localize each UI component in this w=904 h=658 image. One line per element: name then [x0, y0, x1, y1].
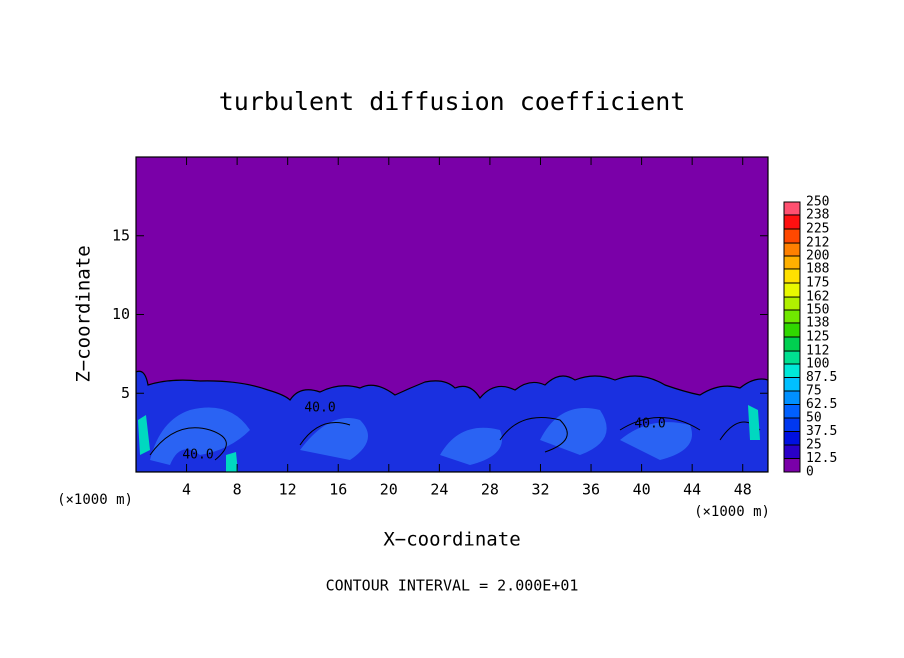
- colorbar-band: [784, 268, 800, 283]
- colorbar-band: [784, 431, 800, 445]
- x-tick-label: 12: [279, 481, 297, 499]
- colorbar-label: 62.5: [806, 397, 837, 412]
- colorbar-label: 150: [806, 303, 829, 318]
- colorbar-band: [784, 322, 800, 337]
- colorbar-label: 112: [806, 344, 829, 359]
- colorbar-band: [784, 283, 800, 298]
- colorbar-band: [784, 297, 800, 310]
- contour-label: 40.0: [182, 448, 213, 463]
- x-tick-label: 36: [582, 481, 600, 499]
- colorbar-label: 25: [806, 438, 822, 453]
- x-tick-label: 28: [481, 481, 499, 499]
- chart-title: turbulent diffusion coefficient: [219, 87, 686, 116]
- y-tick-label: 5: [121, 384, 130, 402]
- colorbar-label: 162: [806, 290, 829, 305]
- colorbar-label: 175: [806, 276, 829, 291]
- x-tick-label: 48: [734, 481, 752, 499]
- colorbar-label: 87.5: [806, 370, 837, 385]
- x-unit-label: (×1000 m): [57, 492, 133, 508]
- contour-label: 40.0: [304, 401, 335, 416]
- colorbar-band: [784, 214, 800, 229]
- colorbar-label: 0: [806, 465, 814, 480]
- colorbar-label: 250: [806, 195, 829, 210]
- colorbar-band: [784, 310, 800, 323]
- x-unit-label: (×1000 m): [694, 504, 770, 520]
- colorbar-label: 225: [806, 222, 829, 237]
- colorbar-label: 100: [806, 357, 829, 372]
- x-tick-label: 32: [531, 481, 549, 499]
- colorbar-band: [784, 418, 800, 432]
- colorbar-band: [784, 351, 800, 364]
- colorbar-label: 125: [806, 330, 829, 345]
- colorbar-band: [784, 391, 800, 405]
- colorbar-label: 238: [806, 207, 829, 222]
- colorbar-label: 188: [806, 261, 829, 276]
- colorbar-label: 138: [806, 315, 829, 330]
- colorbar-band: [784, 337, 800, 352]
- x-tick-label: 16: [329, 481, 347, 499]
- turbulent-region: [136, 370, 768, 472]
- x-axis-label: X−coordinate: [383, 529, 520, 551]
- y-tick-label: 15: [112, 226, 130, 244]
- colorbar-label: 12.5: [806, 451, 837, 466]
- contour-label: 40.0: [634, 417, 665, 432]
- colorbar-band: [784, 458, 800, 472]
- colorbar-band: [784, 229, 800, 244]
- x-tick-label: 20: [380, 481, 398, 499]
- colorbar-label: 212: [806, 236, 829, 251]
- x-tick-label: 44: [683, 481, 701, 499]
- x-tick-label: 8: [233, 481, 242, 499]
- x-tick-label: 24: [430, 481, 448, 499]
- colorbar-band: [784, 445, 800, 459]
- field: [136, 370, 768, 472]
- footer: CONTOUR INTERVAL = 2.000E+01: [326, 577, 579, 595]
- colorbar-band: [784, 377, 800, 391]
- y-axis-label: Z−coordinate: [73, 245, 95, 382]
- x-tick-label: 40: [633, 481, 651, 499]
- colorbar-label: 75: [806, 384, 822, 399]
- colorbar-band: [784, 202, 800, 215]
- y-tick-label: 10: [112, 305, 130, 323]
- colorbar-band: [784, 404, 800, 418]
- colorbar-label: 200: [806, 249, 829, 264]
- colorbar-band: [784, 256, 800, 269]
- colorbar-label: 37.5: [806, 424, 837, 439]
- x-tick-label: 4: [182, 481, 191, 499]
- colorbar-band: [784, 364, 800, 378]
- colorbar-label: 50: [806, 411, 822, 426]
- colorbar-band: [784, 243, 800, 256]
